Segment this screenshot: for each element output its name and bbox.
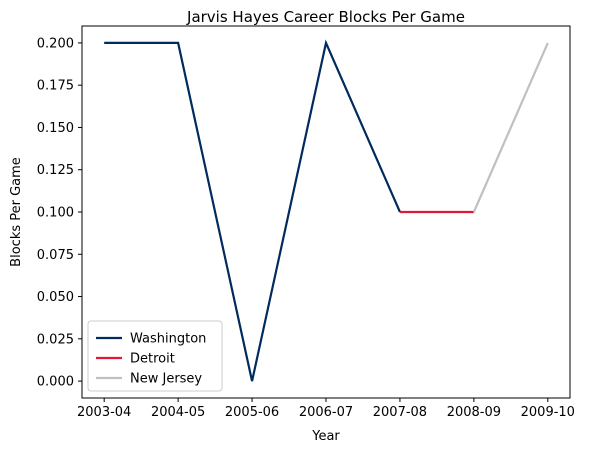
x-tick-label: 2007-08	[373, 405, 427, 420]
y-tick-label: 0.050	[37, 290, 74, 305]
plot-area	[104, 39, 549, 382]
legend: Washington Detroit New Jersey	[87, 320, 223, 392]
chart-title: Jarvis Hayes Career Blocks Per Game	[186, 8, 465, 26]
legend-label-washington: Washington	[130, 332, 206, 347]
y-axis: 0.000 0.025 0.050 0.075 0.100 0.125 0.150 0.175…	[37, 36, 82, 390]
series-line-washington	[104, 39, 401, 382]
y-tick-label: 0.150	[37, 121, 74, 136]
y-tick-label: 0.200	[37, 36, 74, 51]
legend-label-new-jersey: New Jersey	[130, 372, 202, 387]
y-tick-label: 0.100	[37, 206, 74, 221]
y-tick-label: 0.000	[37, 375, 74, 390]
y-tick-label: 0.025	[37, 332, 74, 347]
legend-label-detroit: Detroit	[130, 352, 175, 367]
x-tick-label: 2004-05	[151, 405, 205, 420]
series-line-new-jersey	[472, 42, 549, 213]
y-tick-label: 0.125	[37, 163, 74, 178]
x-tick-label: 2008-09	[447, 405, 501, 420]
x-axis-label: Year	[311, 429, 340, 444]
x-tick-label: 2006-07	[299, 405, 353, 420]
x-tick-label: 2005-06	[225, 405, 279, 420]
y-tick-label: 0.175	[37, 79, 74, 94]
x-axis: 2003-04 2004-05 2005-06 2006-07 2007-08 2008-…	[77, 398, 575, 420]
x-tick-label: 2003-04	[77, 405, 131, 420]
x-tick-label: 2009-10	[521, 405, 575, 420]
y-axis-label: Blocks Per Game	[9, 157, 24, 267]
y-tick-label: 0.075	[37, 248, 74, 263]
